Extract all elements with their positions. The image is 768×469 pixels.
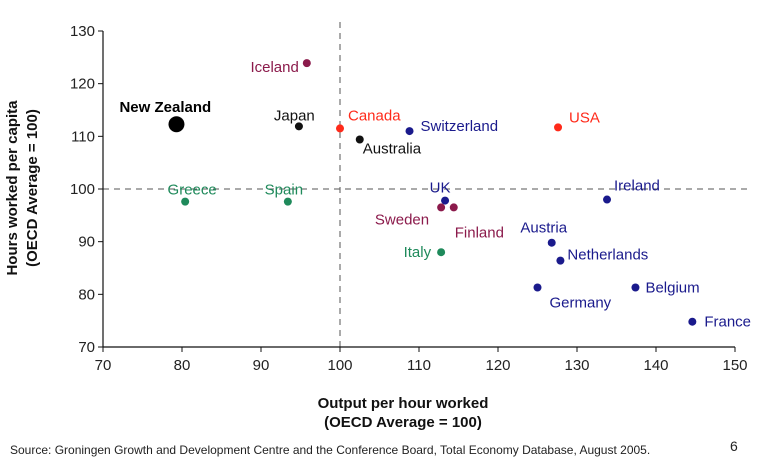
point-label-germany: Germany — [550, 294, 612, 311]
point-canada — [336, 124, 344, 133]
x-axis-title-line-1: Output per hour worked — [318, 395, 489, 412]
point-labels: New Zealand Iceland Japan Canada Switzerland… — [119, 59, 751, 331]
point-uk — [441, 196, 450, 205]
reference-lines — [103, 22, 752, 347]
point-sweden — [437, 203, 446, 212]
point-label-iceland: Iceland — [250, 59, 298, 76]
point-netherlands — [556, 256, 565, 265]
x-tick-label: 80 — [174, 357, 191, 374]
point-ireland — [603, 195, 612, 204]
data-points — [168, 59, 697, 326]
x-tick-label: 150 — [722, 357, 747, 374]
point-label-sweden: Sweden — [375, 211, 429, 228]
x-axis-title-line-2: (OECD Average = 100) — [324, 414, 482, 431]
x-tick-label: 90 — [253, 357, 270, 374]
page-number: 6 — [730, 438, 738, 454]
point-greece — [181, 197, 190, 206]
y-tick-label: 90 — [78, 234, 95, 251]
point-label-italy: Italy — [404, 244, 432, 261]
point-label-switzerland: Switzerland — [421, 118, 499, 135]
point-label-ireland: Ireland — [614, 178, 660, 195]
point-germany — [533, 283, 542, 292]
point-label-spain: Spain — [265, 182, 303, 199]
point-italy — [437, 248, 446, 257]
point-japan — [294, 122, 303, 131]
x-tick-label: 70 — [95, 357, 112, 374]
y-tick-label: 120 — [70, 76, 95, 93]
point-iceland — [302, 59, 311, 68]
axes: 70 80 90 100 110 120 130 140 150 70 80 90 100 110 120 1… — [70, 23, 748, 374]
point-label-japan: Japan — [274, 107, 315, 124]
y-tick-label: 130 — [70, 23, 95, 40]
x-tick-label: 140 — [643, 357, 668, 374]
point-label-new-zealand: New Zealand — [119, 99, 211, 116]
x-tick-label: 120 — [485, 357, 510, 374]
point-spain — [283, 197, 292, 206]
point-belgium — [631, 283, 640, 292]
point-usa — [554, 123, 563, 132]
point-label-greece: Greece — [168, 182, 217, 199]
point-label-finland: Finland — [455, 224, 504, 241]
x-tick-label: 130 — [564, 357, 589, 374]
point-switzerland — [405, 127, 414, 136]
y-tick-label: 110 — [71, 128, 95, 145]
y-axis-title-line-2: (OECD Average = 100) — [24, 109, 41, 267]
point-label-netherlands: Netherlands — [567, 247, 648, 264]
x-tick-label: 100 — [327, 357, 352, 374]
y-tick-label: 80 — [78, 286, 95, 303]
point-label-austria: Austria — [520, 220, 567, 237]
x-tick-label: 110 — [407, 357, 431, 374]
point-label-uk: UK — [430, 180, 451, 197]
point-label-usa: USA — [569, 109, 600, 126]
point-label-australia: Australia — [363, 140, 422, 157]
point-new-zealand — [168, 116, 185, 133]
source-note: Source: Groningen Growth and Development… — [10, 443, 651, 457]
y-tick-label: 100 — [70, 181, 95, 198]
point-finland — [449, 203, 458, 212]
point-label-belgium: Belgium — [645, 279, 699, 296]
y-tick-label: 70 — [78, 339, 95, 356]
point-austria — [547, 238, 556, 247]
point-australia — [355, 135, 364, 144]
point-label-canada: Canada — [348, 107, 401, 124]
point-label-france: France — [704, 314, 751, 331]
point-france — [688, 317, 697, 326]
y-axis-title-line-1: Hours worked per capita — [4, 100, 21, 276]
